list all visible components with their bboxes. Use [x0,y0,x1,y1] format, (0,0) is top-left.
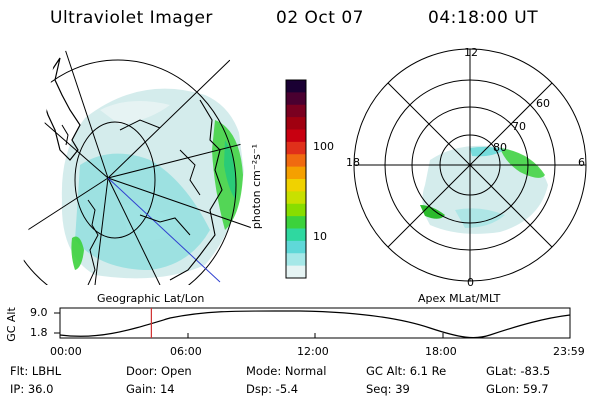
colorbar-border [285,79,307,279]
lat-label-70: 70 [512,120,526,133]
mlt-label-12: 12 [464,46,478,59]
orbit-y-tick-top: 9.0 [30,306,48,319]
colorbar-segment [286,179,306,192]
filter-info: Flt: LBHL [10,364,62,378]
colorbar-segment [286,265,306,279]
mlt-label-6: 6 [578,156,585,169]
colorbar-tick-100: 100 [313,140,334,153]
lat-label-60: 60 [536,97,550,110]
colorbar-segment [286,129,306,143]
colorbar-tick-10: 10 [313,230,327,243]
ip-info: IP: 36.0 [10,382,54,396]
orbit-y-label: GC Alt [4,307,18,342]
gc-alt-info: GC Alt: 6.1 Re [366,364,447,378]
colorbar-segment [286,240,306,254]
colorbar-segment [286,253,306,267]
polar-plot [353,48,587,282]
colorbar-segment [286,141,306,155]
colorbar-unit-label: photon cm⁻²s⁻¹ [250,143,264,230]
glat-info: GLat: -83.5 [486,364,551,378]
colorbar-segment [286,216,306,229]
mode-info: Mode: Normal [246,364,327,378]
orbit-x-tick-4: 23:59 [553,345,585,358]
time-label: 04:18:00 UT [428,8,539,28]
colorbar-segment [286,203,306,217]
glon-info: GLon: 59.7 [486,382,549,396]
colorbar-segment [286,92,306,106]
polar-map-label: Apex MLat/MLT [418,292,501,305]
instrument-title: Ultraviolet Imager [50,8,213,28]
dsp-info: Dsp: -5.4 [246,382,299,396]
seq-info: Seq: 39 [366,382,410,396]
door-info: Door: Open [126,364,192,378]
mlt-label-18: 18 [346,156,360,169]
colorbar-segment [286,166,306,180]
color-bar [285,79,307,279]
geographic-map [20,38,258,286]
gain-info: Gain: 14 [126,382,175,396]
geographic-map-label: Geographic Lat/Lon [97,292,205,305]
colorbar-segment [286,104,306,118]
orbit-x-tick-3: 18:00 [425,345,457,358]
orbit-y-tick-bottom: 1.8 [30,326,48,339]
colorbar-segment [286,80,306,93]
orbit-x-tick-1: 06:00 [170,345,202,358]
colorbar-segment [286,154,306,168]
colorbar-segment [286,117,306,130]
orbit-x-tick-0: 00:00 [50,345,82,358]
mlt-label-0: 0 [467,276,474,289]
date-label: 02 Oct 07 [276,8,364,28]
orbit-plot [54,307,571,339]
colorbar-segment [286,228,306,242]
lat-label-80: 80 [493,141,507,154]
orbit-x-tick-2: 12:00 [297,345,329,358]
colorbar-segment [286,191,306,205]
